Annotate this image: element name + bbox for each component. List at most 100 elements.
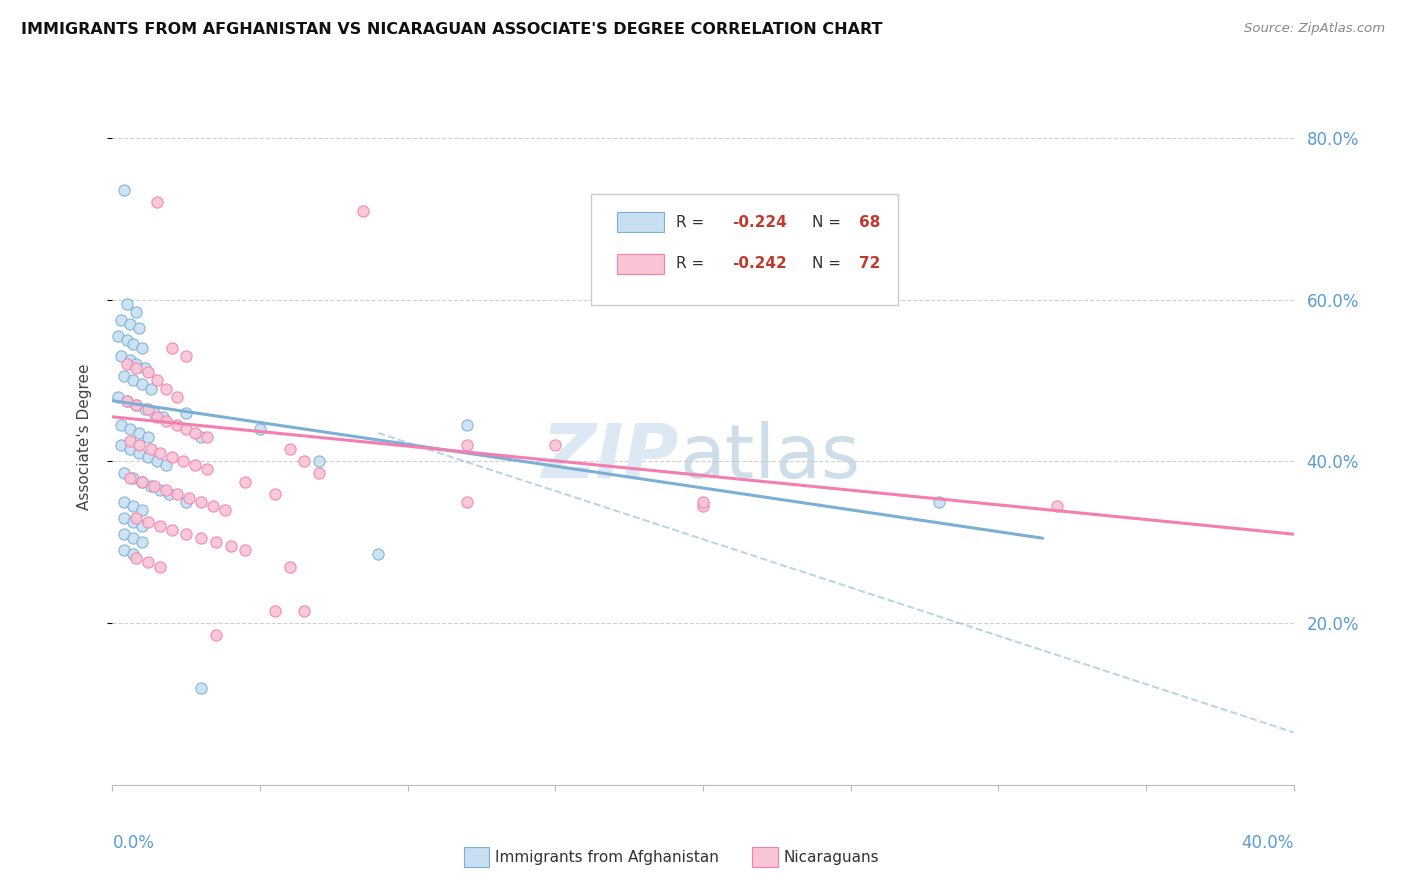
Point — [122, 515, 145, 529]
Point — [131, 475, 153, 489]
Point — [155, 483, 177, 497]
Point — [308, 467, 330, 481]
Y-axis label: Associate's Degree: Associate's Degree — [77, 364, 91, 510]
Point — [278, 442, 301, 457]
Point — [125, 398, 148, 412]
Point — [205, 628, 228, 642]
Text: 0.0%: 0.0% — [112, 834, 155, 852]
Point — [174, 527, 197, 541]
Point — [122, 531, 145, 545]
Point — [146, 374, 169, 388]
Point — [131, 341, 153, 355]
Bar — [617, 254, 664, 274]
Point — [174, 406, 197, 420]
Point — [205, 535, 228, 549]
Point — [112, 369, 135, 384]
Point — [139, 478, 162, 492]
Point — [131, 503, 153, 517]
Text: -0.224: -0.224 — [733, 215, 787, 229]
Point — [107, 390, 129, 404]
Text: 40.0%: 40.0% — [1241, 834, 1294, 852]
Point — [149, 483, 172, 497]
Text: atlas: atlas — [679, 421, 860, 494]
Point — [136, 515, 159, 529]
Point — [233, 543, 256, 558]
Point — [264, 486, 287, 500]
Point — [131, 535, 153, 549]
Point — [692, 495, 714, 509]
Point — [117, 357, 138, 371]
Point — [120, 434, 142, 449]
Point — [190, 495, 212, 509]
Point — [131, 377, 153, 392]
Point — [1046, 499, 1069, 513]
Point — [125, 551, 148, 566]
Point — [201, 499, 224, 513]
Point — [125, 304, 148, 318]
Point — [184, 425, 207, 440]
Point — [367, 548, 389, 562]
Text: N =: N = — [811, 256, 845, 271]
Point — [172, 454, 194, 468]
Point — [117, 333, 138, 347]
Point — [112, 527, 135, 541]
Point — [152, 409, 174, 424]
Point — [157, 486, 180, 500]
Point — [456, 495, 478, 509]
Point — [928, 495, 950, 509]
Point — [179, 491, 201, 505]
Point — [146, 454, 169, 468]
Point — [122, 337, 145, 351]
Point — [120, 442, 142, 457]
Point — [128, 438, 150, 452]
Point — [122, 548, 145, 562]
Point — [174, 349, 197, 363]
Point — [544, 438, 567, 452]
Point — [146, 409, 169, 424]
Point — [128, 425, 150, 440]
Point — [278, 559, 301, 574]
Text: ZIP: ZIP — [543, 421, 679, 494]
Text: 72: 72 — [859, 256, 880, 271]
Point — [190, 430, 212, 444]
Point — [136, 430, 159, 444]
Point — [214, 503, 236, 517]
Point — [264, 604, 287, 618]
Point — [249, 422, 271, 436]
Point — [166, 486, 188, 500]
Point — [125, 511, 148, 525]
Text: Nicaraguans: Nicaraguans — [783, 850, 879, 864]
Point — [107, 329, 129, 343]
Bar — [617, 212, 664, 232]
Point — [155, 458, 177, 473]
Point — [160, 341, 183, 355]
Point — [134, 361, 156, 376]
Point — [112, 511, 135, 525]
Point — [149, 519, 172, 533]
Point — [136, 365, 159, 379]
Point — [117, 393, 138, 408]
Point — [456, 417, 478, 432]
Point — [112, 495, 135, 509]
FancyBboxPatch shape — [591, 194, 898, 305]
Point — [131, 519, 153, 533]
Point — [160, 450, 183, 465]
Point — [110, 417, 132, 432]
Point — [184, 458, 207, 473]
Text: Source: ZipAtlas.com: Source: ZipAtlas.com — [1244, 22, 1385, 36]
Point — [195, 462, 218, 476]
Point — [149, 559, 172, 574]
Text: 68: 68 — [859, 215, 880, 229]
Point — [131, 475, 153, 489]
Point — [174, 422, 197, 436]
Point — [120, 317, 142, 331]
Text: N =: N = — [811, 215, 845, 229]
Point — [110, 349, 132, 363]
Point — [125, 361, 148, 376]
Point — [112, 183, 135, 197]
Point — [122, 470, 145, 484]
Point — [136, 401, 159, 416]
Point — [142, 406, 165, 420]
Point — [134, 401, 156, 416]
Point — [120, 470, 142, 484]
